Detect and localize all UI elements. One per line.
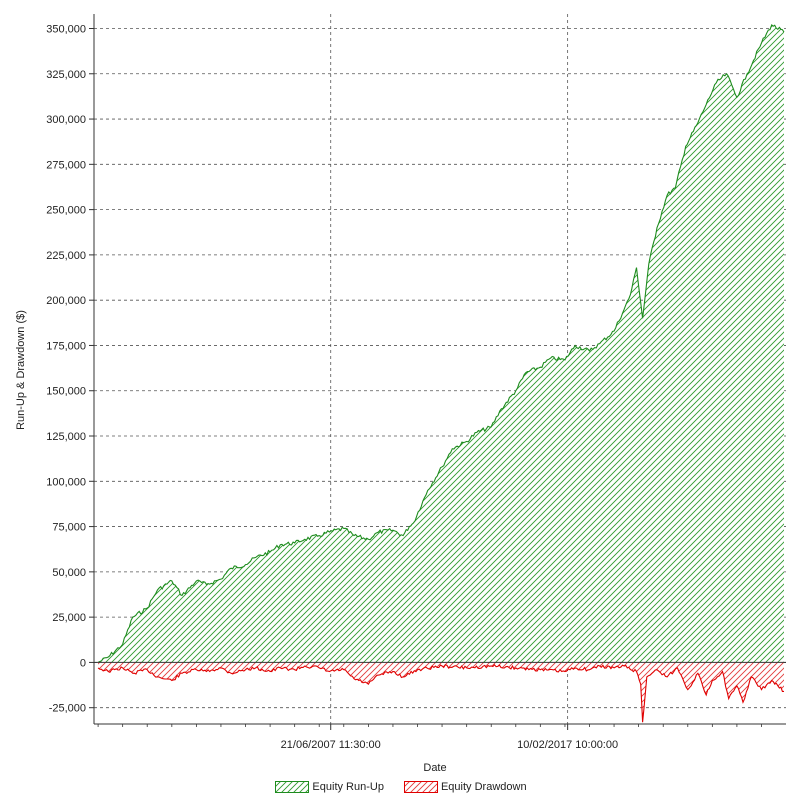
y-tick-label: 75,000 xyxy=(52,522,86,534)
legend-item-run-up: Equity Run-Up xyxy=(275,777,384,797)
y-tick-label: 300,000 xyxy=(46,114,86,126)
plot-area xyxy=(97,23,785,723)
x-tick-label: 10/02/2017 10:00:00 xyxy=(517,739,618,751)
y-tick-label: -25,000 xyxy=(49,703,86,715)
y-tick-label: 150,000 xyxy=(46,386,86,398)
legend-label-drawdown: Equity Drawdown xyxy=(440,781,527,793)
y-tick-label: 50,000 xyxy=(52,567,86,579)
y-tick-label: 125,000 xyxy=(46,431,86,443)
y-axis-title: Run-Up & Drawdown ($) xyxy=(15,310,27,430)
y-tick-label: 350,000 xyxy=(46,23,86,35)
x-tick-label: 21/06/2007 11:30:00 xyxy=(281,739,381,751)
y-tick-label: 200,000 xyxy=(46,295,86,307)
equity-run-up-line xyxy=(97,23,785,663)
equity-run-up-area xyxy=(98,24,785,663)
axes: 350,000 325,000 300,000 275,000 250,000 225,0… xyxy=(46,14,786,751)
equity-drawdown-line xyxy=(97,663,784,723)
equity-drawdown-area xyxy=(98,662,785,723)
y-tick-label: 25,000 xyxy=(52,612,86,624)
y-tick-label: 100,000 xyxy=(46,476,86,488)
y-tick-label: 250,000 xyxy=(46,205,86,217)
y-tick-label: 0 xyxy=(80,657,86,669)
y-tick-label: 275,000 xyxy=(46,159,86,171)
legend-swatch-run-up xyxy=(275,781,310,793)
y-tick-label: 175,000 xyxy=(46,340,86,352)
x-axis-title: Date xyxy=(423,762,446,774)
legend-swatch-drawdown xyxy=(403,781,438,793)
legend-label-run-up: Equity Run-Up xyxy=(312,781,384,793)
legend-item-drawdown: Equity Drawdown xyxy=(403,777,527,797)
legend: Equity Run-Up Equity Drawdown xyxy=(0,777,802,797)
y-tick-label: 225,000 xyxy=(46,250,86,262)
y-tick-label: 325,000 xyxy=(46,69,86,81)
